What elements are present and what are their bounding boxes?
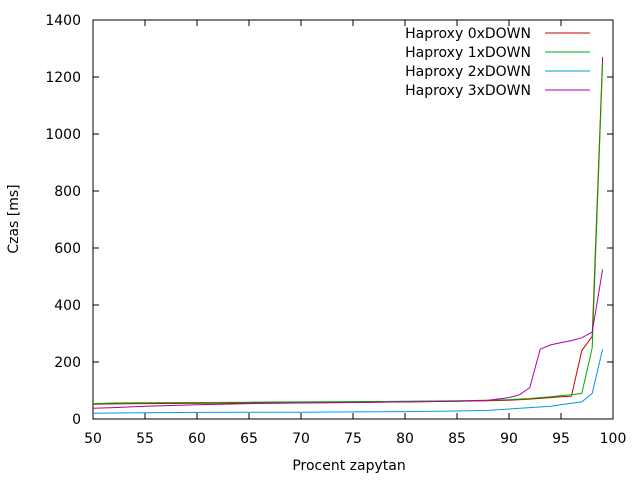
- y-axis: 0 200 400 600 800 1000 1200 1400: [45, 13, 613, 428]
- x-tick-label: 100: [600, 431, 627, 447]
- x-tick-label: 55: [136, 431, 154, 447]
- x-tick-label: 65: [240, 431, 258, 447]
- x-tick-label: 85: [448, 431, 466, 447]
- y-tick-label: 1000: [45, 127, 81, 143]
- y-tick-label: 0: [72, 412, 81, 428]
- x-tick-label: 90: [500, 431, 518, 447]
- y-axis-label: Czas [ms]: [6, 184, 22, 253]
- plot-frame: [92, 19, 614, 420]
- legend-label: Haproxy 1xDOWN: [405, 45, 531, 61]
- y-tick-label: 200: [54, 355, 81, 371]
- x-tick-label: 95: [552, 431, 570, 447]
- x-axis-label: Procent zapytan: [292, 458, 405, 474]
- x-tick-label: 80: [396, 431, 414, 447]
- x-tick-label: 50: [84, 431, 102, 447]
- series-line-2: [92, 349, 604, 414]
- legend-label: Haproxy 3xDOWN: [405, 83, 531, 99]
- y-tick-label: 800: [54, 184, 81, 200]
- legend-label: Haproxy 0xDOWN: [405, 26, 531, 42]
- series-line-1: [92, 62, 604, 405]
- series-line-0: [92, 57, 604, 405]
- series-line-3: [92, 269, 604, 409]
- x-tick-label: 70: [292, 431, 310, 447]
- legend: Haproxy 0xDOWN Haproxy 1xDOWN Haproxy 2xDO…: [405, 26, 590, 99]
- y-tick-label: 1400: [45, 13, 81, 29]
- y-tick-label: 1200: [45, 70, 81, 86]
- x-tick-label: 60: [188, 431, 206, 447]
- legend-label: Haproxy 2xDOWN: [405, 64, 531, 80]
- y-tick-label: 600: [54, 241, 81, 257]
- y-tick-label: 400: [54, 298, 81, 314]
- series-lines: [92, 57, 604, 414]
- x-tick-label: 75: [344, 431, 362, 447]
- x-axis: 50 55 60 65 70 75 80 85 90 95 100: [84, 20, 626, 447]
